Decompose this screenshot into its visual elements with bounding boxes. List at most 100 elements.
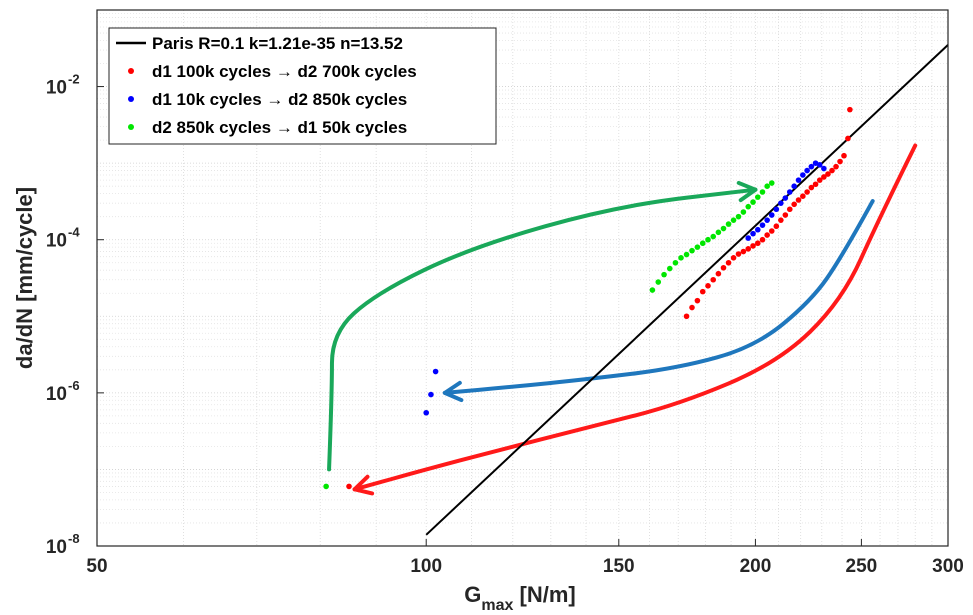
point-series-3 [759, 189, 766, 195]
point-series-1 [800, 193, 806, 200]
point-series-1 [791, 201, 797, 208]
point-series-2 [791, 183, 797, 189]
point-series-1 [740, 248, 747, 255]
point-series-3 [649, 287, 656, 293]
arrow-head-3 [352, 474, 375, 496]
x-tick-label: 100 [410, 556, 442, 577]
point-series-3 [745, 203, 752, 210]
point-series-1 [845, 135, 851, 142]
point-series-3 [754, 194, 761, 200]
x-tick-labels: 50 100 150 200 250 300 [86, 539, 964, 577]
point-series-3 [735, 213, 742, 220]
point-series-1 [346, 483, 352, 490]
legend-label-green: d2 850k cycles → d1 50k cycles [152, 118, 407, 137]
plot-frame [96, 9, 949, 547]
point-series-2 [745, 235, 752, 241]
point-series-2 [432, 368, 439, 375]
legend-label-paris: Paris R=0.1 k=1.21e-35 n=13.52 [152, 34, 403, 53]
point-series-2 [423, 409, 430, 416]
point-series-1 [786, 206, 793, 213]
point-series-3 [710, 233, 717, 240]
legend-box [108, 27, 497, 145]
point-series-1 [782, 212, 789, 218]
point-series-3 [705, 236, 711, 243]
point-series-1 [715, 270, 722, 277]
legend-label-blue: d1 10k cycles → d2 850k cycles [152, 90, 407, 109]
point-series-3 [725, 221, 732, 227]
legend-swatch-blue [128, 96, 134, 102]
point-series-2 [768, 212, 775, 218]
y-tick-label: 10 [46, 231, 67, 252]
point-series-2 [800, 172, 806, 178]
y-tick-exponent: -2 [68, 72, 80, 87]
point-series-1 [720, 264, 727, 271]
point-series-1 [829, 167, 835, 174]
point-series-3 [683, 251, 690, 258]
point-series-3 [694, 244, 701, 250]
data-points [323, 106, 853, 490]
point-series-3 [715, 229, 722, 236]
point-series-2 [428, 391, 434, 398]
x-tick-label: 200 [740, 556, 772, 577]
x-tick-label: 50 [86, 556, 107, 577]
point-series-2 [778, 200, 784, 206]
point-series-2 [754, 226, 761, 233]
point-series-3 [730, 217, 737, 223]
y-tick-exponent: -8 [68, 531, 80, 546]
point-series-1 [812, 181, 819, 188]
arrow-head-1 [736, 180, 758, 203]
point-series-1 [754, 240, 761, 247]
point-series-3 [768, 180, 775, 186]
x-axis-label: Gmax [N/m] [464, 582, 575, 614]
y-axis-label: da/dN [mm/cycle] [12, 187, 37, 369]
point-series-2 [764, 217, 770, 223]
point-series-1 [759, 236, 766, 243]
y-tick-label: 10 [46, 78, 67, 99]
point-series-1 [694, 297, 701, 304]
y-tick-labels: 10-810-610-410-2 [46, 72, 104, 558]
legend-swatch-red [128, 68, 134, 74]
point-series-2 [782, 195, 789, 201]
point-series-1 [689, 304, 695, 311]
annotation-curve-3 [352, 143, 918, 492]
point-series-3 [678, 255, 684, 261]
x-tick-label: 300 [932, 556, 964, 577]
point-series-2 [808, 163, 815, 170]
point-series-1 [730, 255, 737, 261]
point-series-1 [764, 232, 770, 238]
point-series-1 [804, 189, 810, 195]
point-series-1 [778, 217, 784, 223]
point-series-3 [323, 483, 329, 490]
annotation-curve-2 [442, 199, 875, 395]
point-series-2 [821, 165, 827, 172]
y-tick-label: 10 [46, 384, 67, 405]
point-series-3 [661, 271, 667, 278]
point-series-1 [705, 283, 711, 289]
point-series-2 [750, 230, 756, 237]
point-series-2 [804, 167, 810, 174]
paris-line [425, 44, 949, 536]
x-tick-label: 250 [846, 556, 878, 577]
point-series-1 [841, 152, 847, 159]
point-series-1 [683, 313, 690, 320]
point-series-3 [699, 240, 706, 247]
point-series-1 [795, 197, 802, 203]
legend-label-red: d1 100k cycles → d2 700k cycles [152, 62, 417, 81]
annotation-curve-1 [327, 187, 758, 472]
point-series-3 [689, 247, 695, 254]
y-tick-exponent: -4 [68, 225, 80, 240]
point-series-1 [833, 163, 839, 170]
x-tick-label: 150 [603, 556, 635, 577]
y-tick-label: 10 [46, 537, 67, 558]
point-series-1 [750, 243, 756, 249]
point-series-1 [699, 288, 706, 295]
point-series-3 [764, 183, 770, 189]
point-series-1 [725, 259, 732, 266]
point-series-3 [720, 225, 727, 232]
point-series-3 [655, 279, 662, 285]
point-series-1 [837, 158, 843, 165]
point-series-1 [816, 177, 823, 183]
point-series-2 [816, 162, 823, 168]
point-series-3 [750, 199, 756, 205]
